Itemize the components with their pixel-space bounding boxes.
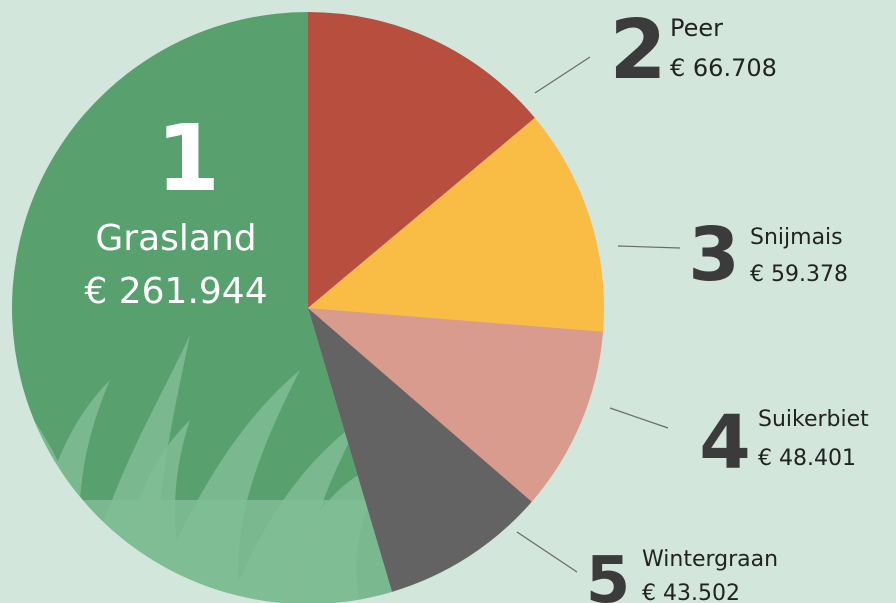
category-label: Suikerbiet — [758, 407, 869, 432]
rank-number: 1 — [156, 105, 220, 212]
rank-number: 2 — [609, 3, 666, 98]
pie-slice — [308, 308, 604, 502]
value-label: € 43.502 — [642, 581, 740, 603]
pie-slice — [12, 12, 392, 603]
category-label: Snijmais — [750, 225, 843, 250]
leader-line — [609, 407, 669, 429]
value-label: € 261.944 — [84, 271, 267, 312]
pie-slice — [308, 308, 532, 592]
value-label: € 59.378 — [750, 262, 848, 287]
grass-blade — [11, 500, 392, 603]
pie-slice — [308, 12, 535, 308]
leader-line — [516, 531, 578, 573]
category-label: Wintergraan — [642, 547, 778, 572]
pie-slice — [308, 117, 605, 332]
leader-line — [534, 56, 591, 94]
category-label: Grasland — [95, 218, 256, 259]
value-label: € 48.401 — [758, 446, 856, 471]
rank-number: 3 — [688, 212, 740, 298]
rank-number: 4 — [699, 400, 751, 486]
leader-line — [617, 245, 681, 249]
value-label: € 66.708 — [670, 54, 777, 82]
rank-number: 5 — [586, 544, 631, 603]
category-label: Peer — [670, 14, 723, 42]
